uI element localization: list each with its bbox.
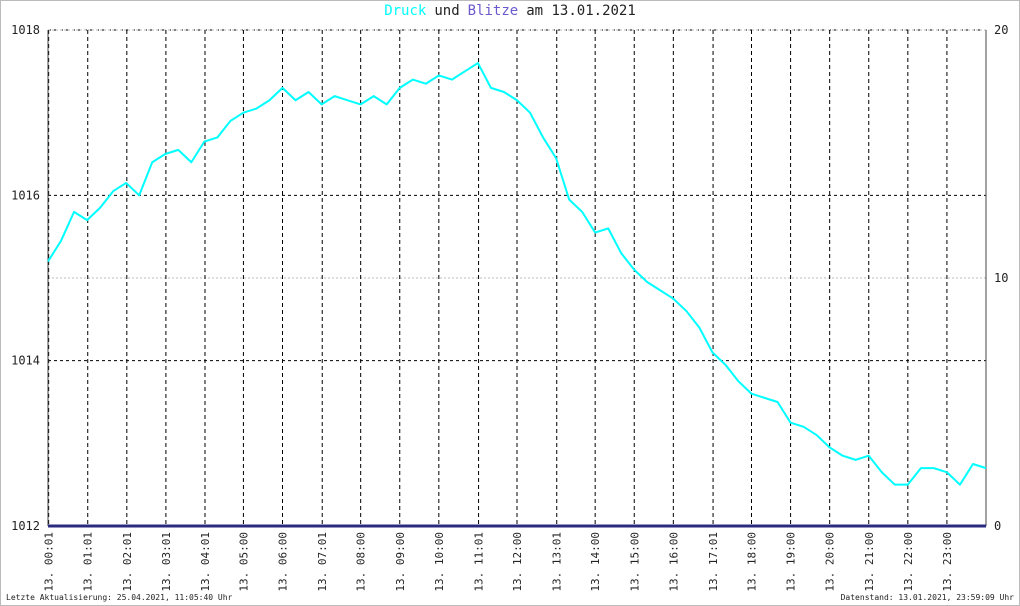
x-tick-label: 13. 17:01 [707,532,720,592]
footer-right: Datenstand: 13.01.2021, 23:59:09 Uhr [841,593,1015,602]
y2-tick-label: 0 [994,519,1001,533]
title-connector: und [434,3,459,19]
x-tick-label: 13. 11:01 [473,532,486,592]
x-tick-label: 13. 16:00 [667,532,680,592]
x-tick-label: 13. 21:00 [863,532,876,592]
title-date: am 13.01.2021 [526,3,636,19]
x-tick-label: 13. 14:00 [589,532,602,592]
x-tick-label: 13. 18:00 [746,532,759,592]
x-tick-label: 13. 03:01 [160,532,173,592]
x-tick-label: 13. 10:00 [433,532,446,592]
x-tick-label: 13. 07:01 [316,532,329,592]
x-tick-label: 13. 01:01 [82,532,95,592]
x-tick-label: 13. 06:00 [277,532,290,592]
chart-title: Druck und Blitze am 13.01.2021 [384,3,636,19]
x-tick-label: 13. 00:01 [43,532,56,592]
title-series-2: Blitze [468,3,519,19]
series-line [47,62,987,486]
footer-left: Letzte Aktualisierung: 25.04.2021, 11:05… [6,593,233,602]
x-tick-label: 13. 02:01 [121,532,134,592]
y-tick-label: 1018 [11,23,40,37]
x-tick-label: 13. 15:00 [628,532,641,592]
y-tick-label: 1014 [11,354,40,368]
title-series-1: Druck [384,3,427,19]
x-tick-label: 13. 08:00 [355,532,368,592]
x-tick-label: 13. 19:00 [785,532,798,592]
x-tick-label: 13. 09:00 [394,532,407,592]
x-tick-label: 13. 22:00 [902,532,915,592]
y-tick-label: 1016 [11,188,40,202]
y-tick-label: 1012 [11,519,40,533]
y2-tick-label: 10 [994,271,1008,285]
x-tick-label: 13. 23:00 [941,532,954,592]
x-tick-label: 13. 05:00 [237,532,250,592]
x-tick-label: 13. 20:00 [824,532,837,592]
y2-tick-label: 20 [994,23,1008,37]
x-tick-label: 13. 04:01 [199,532,212,592]
x-tick-label: 13. 13:01 [551,532,564,592]
x-tick-label: 13. 12:00 [511,532,524,592]
